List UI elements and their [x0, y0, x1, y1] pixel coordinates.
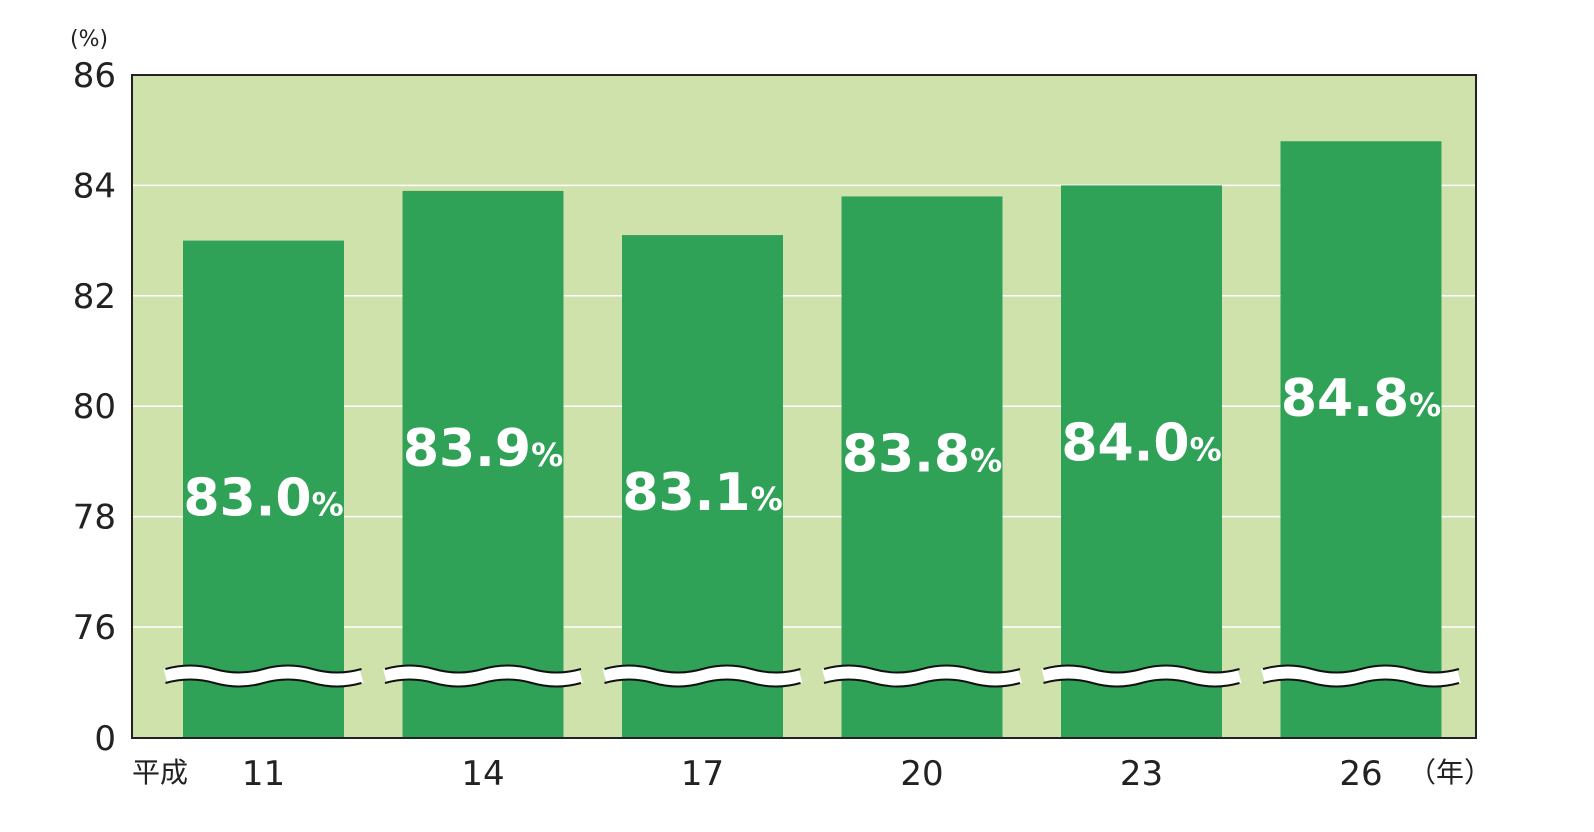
- bar-17: [622, 235, 783, 738]
- value-label: 84.8%: [1281, 369, 1441, 429]
- y-tick-label: 0: [94, 719, 116, 759]
- bar-20: [841, 196, 1003, 738]
- y-tick-label: 84: [73, 166, 116, 206]
- y-tick-label: 82: [73, 277, 116, 317]
- value-label-unit: %: [751, 480, 783, 518]
- bar-26: [1280, 141, 1442, 739]
- axis-break-band: [1041, 665, 1242, 687]
- axis-break-band: [163, 665, 364, 687]
- value-label-number: 84.8: [1281, 369, 1409, 429]
- value-label-unit: %: [970, 441, 1002, 479]
- x-tick-label: 26: [1339, 754, 1382, 794]
- x-tick-label: 20: [900, 754, 943, 794]
- y-tick-label: 86: [73, 56, 116, 96]
- axis-break-line: [604, 664, 801, 674]
- bar-23: [1061, 185, 1222, 738]
- gridlines: [132, 184, 1476, 628]
- value-label-number: 83.0: [183, 469, 311, 529]
- y-tick-label: 78: [73, 498, 116, 538]
- x-axis-ticks: 11 14 17 20 23 26: [242, 754, 1383, 794]
- value-label: 83.1%: [622, 463, 782, 523]
- value-label-unit: %: [531, 436, 563, 474]
- axis-break-marks: [163, 664, 1461, 688]
- plot-frame: [131, 74, 1477, 739]
- value-label-unit: %: [1409, 386, 1441, 424]
- y-tick-label: 80: [73, 387, 116, 427]
- axis-break-line: [384, 678, 582, 688]
- bar-14: [402, 190, 564, 739]
- x-tick-label: 23: [1120, 754, 1163, 794]
- x-tick-label: 11: [242, 754, 285, 794]
- value-label: 83.9%: [403, 419, 563, 479]
- axis-break-band: [822, 665, 1022, 687]
- axis-break-line: [823, 664, 1021, 674]
- axis-break-line: [1262, 678, 1460, 688]
- axis-break-line: [1043, 678, 1240, 688]
- axis-break-band: [602, 665, 803, 687]
- axis-break-band: [1261, 665, 1461, 687]
- value-label-number: 83.1: [622, 463, 750, 523]
- value-labels: 83.0%83.9%83.1%83.8% 84.0%84.8%: [183, 369, 1441, 528]
- x-axis-year-suffix: （年）: [1408, 756, 1492, 789]
- value-label-unit: %: [312, 486, 344, 524]
- axis-break-line: [165, 678, 362, 688]
- bar-11: [183, 240, 344, 738]
- value-label: 84.0%: [1061, 413, 1221, 473]
- bars: [183, 141, 1442, 739]
- value-label-unit: %: [1190, 430, 1222, 468]
- axis-break-line: [604, 678, 801, 688]
- axis-break-line: [165, 664, 362, 674]
- x-axis-era-label: 平成: [132, 756, 188, 789]
- value-label-number: 83.9: [403, 419, 531, 479]
- axis-break-line: [823, 678, 1021, 688]
- y-tick-label: 76: [73, 608, 116, 648]
- value-label-number: 84.0: [1061, 413, 1189, 473]
- y-axis-ticks: 0 76 78 80 82 84 86: [73, 56, 116, 759]
- value-label-number: 83.8: [842, 424, 970, 484]
- axis-break-band: [383, 665, 583, 687]
- axis-break-line: [384, 664, 582, 674]
- x-tick-label: 14: [461, 754, 504, 794]
- x-tick-label: 17: [681, 754, 724, 794]
- value-label: 83.8%: [842, 424, 1002, 484]
- y-axis-unit-label: (%): [70, 27, 108, 52]
- value-label: 83.0%: [183, 469, 343, 529]
- axis-break-line: [1043, 664, 1240, 674]
- axis-break-line: [1262, 664, 1460, 674]
